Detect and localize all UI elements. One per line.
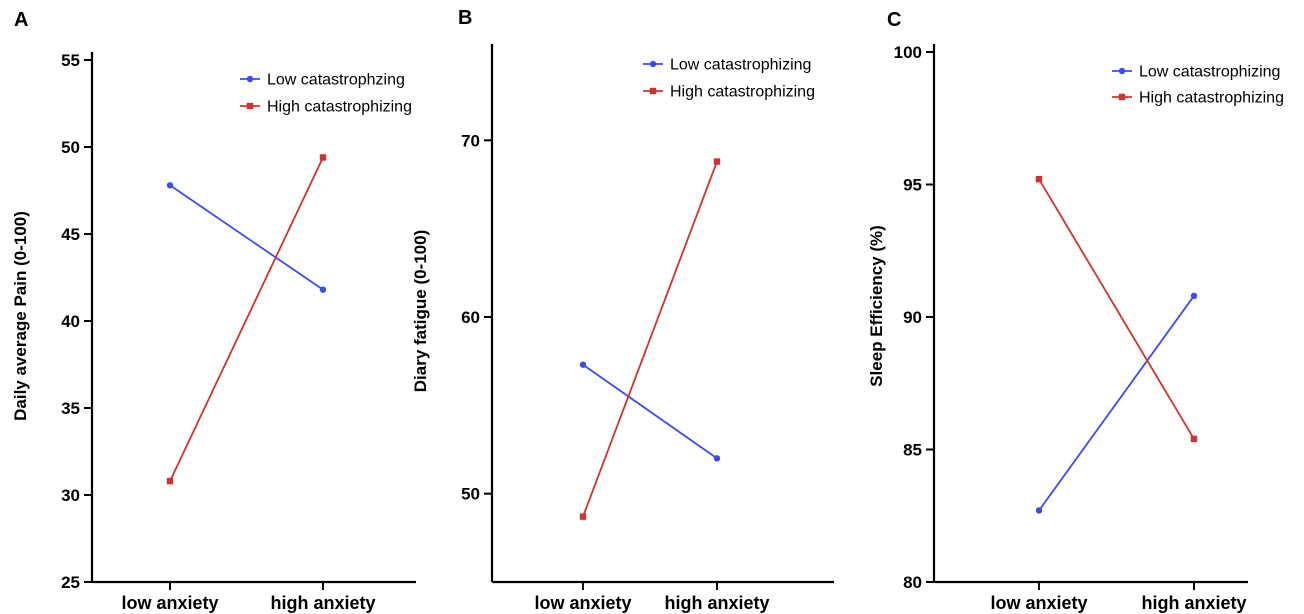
panel-label: B — [458, 7, 472, 29]
y-tick-label: 70 — [461, 131, 480, 150]
legend-label: High catastrophizing — [1139, 90, 1284, 107]
legend-marker — [649, 60, 657, 68]
y-tick-label: 100 — [894, 43, 922, 62]
legend-label: Low catastrophzing — [267, 72, 405, 89]
data-point — [166, 477, 174, 485]
panel-label: A — [14, 9, 28, 31]
data-point — [1035, 507, 1043, 514]
y-axis-label: Daily average Pain (0-100) — [11, 211, 30, 421]
y-tick-label: 40 — [61, 312, 80, 331]
series-line-1 — [582, 161, 718, 517]
y-tick-label: 30 — [61, 486, 80, 505]
y-tick-label: 85 — [903, 441, 922, 460]
chart-panel-c: C 80 85 90 95 100 low anxiety high anxiety Sleep… — [867, 9, 1284, 613]
x-tick-label: high anxiety — [270, 593, 375, 613]
y-axis-label: Diary fatigue (0-100) — [411, 230, 430, 393]
legend-label: Low catastrophizing — [670, 57, 811, 74]
y-tick-label: 45 — [61, 225, 80, 244]
x-tick-label: high anxiety — [1141, 593, 1246, 613]
legend-label: Low catastrophizing — [1139, 64, 1280, 81]
data-point — [319, 286, 327, 293]
y-tick-label: 50 — [461, 485, 480, 504]
legend-marker — [1118, 93, 1126, 101]
y-tick-label: 90 — [903, 308, 922, 327]
series-line-0 — [582, 363, 718, 460]
data-point — [1190, 435, 1198, 443]
legend-label: High catastrophizing — [267, 99, 412, 116]
chart-panel-b: B 50 60 70 low anxiety high anxiety Diary fati… — [411, 7, 834, 613]
legend: Low catastrophzing High catastrophizing — [240, 72, 412, 116]
y-tick-label: 60 — [461, 308, 480, 327]
legend-marker — [246, 102, 254, 110]
y-tick-label: 25 — [61, 573, 80, 592]
panel-label: C — [887, 9, 901, 31]
y-axis-label: Sleep Efficiency (%) — [867, 225, 886, 387]
data-point — [1035, 176, 1043, 183]
legend-marker — [1118, 67, 1126, 75]
legend-marker — [246, 75, 254, 83]
data-point — [713, 158, 721, 165]
x-tick-label: low anxiety — [121, 593, 218, 613]
legend-marker — [649, 87, 657, 95]
x-tick-label: low anxiety — [534, 593, 631, 613]
series-line-0 — [1038, 295, 1195, 511]
data-point — [713, 455, 721, 462]
x-tick-label: low anxiety — [990, 593, 1087, 613]
data-point — [1190, 292, 1198, 299]
legend: Low catastrophizing High catastrophizing — [643, 57, 815, 101]
y-tick-label: 95 — [903, 176, 922, 195]
data-point — [579, 361, 587, 368]
x-tick-label: high anxiety — [664, 593, 769, 613]
series-line-1 — [1038, 178, 1195, 440]
y-tick-label: 35 — [61, 399, 80, 418]
data-point — [579, 513, 587, 520]
chart-panel-a: A 25 30 35 40 45 50 55 low anxiety high anxiety Da… — [11, 9, 416, 613]
y-tick-label: 50 — [61, 138, 80, 157]
data-point — [166, 182, 174, 189]
series-line-0 — [169, 184, 324, 291]
legend-label: High catastrophizing — [670, 84, 815, 101]
data-point — [319, 154, 327, 161]
legend: Low catastrophizing High catastrophizing — [1112, 64, 1284, 107]
series-line-1 — [169, 157, 324, 482]
y-tick-label: 55 — [61, 51, 80, 70]
y-tick-label: 80 — [903, 573, 922, 592]
